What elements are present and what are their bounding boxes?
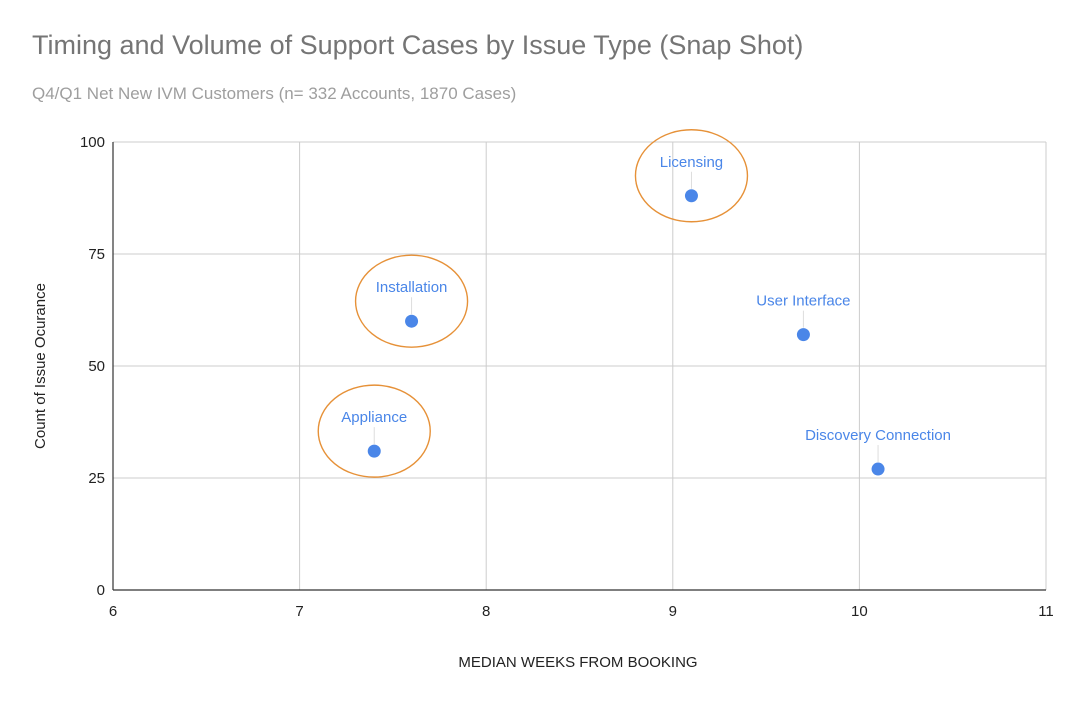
- highlight-circle: [634, 129, 749, 223]
- x-axis-label: MEDIAN WEEKS FROM BOOKING: [458, 654, 697, 671]
- data-point: [367, 444, 381, 458]
- x-tick-label: 6: [109, 603, 117, 620]
- chart-subtitle: Q4/Q1 Net New IVM Customers (n= 332 Acco…: [32, 84, 517, 103]
- y-axis-label: Count of Issue Ocurance: [32, 283, 49, 449]
- y-tick-label: 50: [88, 358, 105, 375]
- y-tick-label: 0: [97, 582, 105, 599]
- x-tick-label: 8: [482, 603, 490, 620]
- data-label: Appliance: [341, 409, 407, 426]
- points-layer: Licensing Installation User Interface Appli…: [317, 129, 951, 478]
- x-tick-label: 7: [295, 603, 303, 620]
- data-label: Licensing: [660, 154, 723, 171]
- ticks-layer: 6 7 8 9 10 11 0 25 50 75 100: [80, 134, 1054, 620]
- y-tick-label: 25: [88, 470, 105, 487]
- x-tick-label: 10: [851, 603, 868, 620]
- data-point: [796, 328, 810, 342]
- data-label: Installation: [376, 279, 448, 296]
- grid-layer: [113, 141, 1047, 590]
- data-point: [871, 462, 885, 476]
- y-tick-label: 75: [88, 246, 105, 263]
- data-point: [405, 314, 419, 328]
- axis-layer: [112, 142, 1046, 591]
- data-label: Discovery Connection: [805, 427, 951, 444]
- highlight-circle: [317, 384, 431, 478]
- data-point: [684, 189, 698, 203]
- chart-title: Timing and Volume of Support Cases by Is…: [32, 30, 804, 60]
- y-tick-label: 100: [80, 134, 105, 151]
- x-tick-label: 11: [1038, 603, 1054, 620]
- data-label: User Interface: [756, 293, 850, 310]
- x-tick-label: 9: [669, 603, 677, 620]
- highlight-circle: [354, 254, 469, 348]
